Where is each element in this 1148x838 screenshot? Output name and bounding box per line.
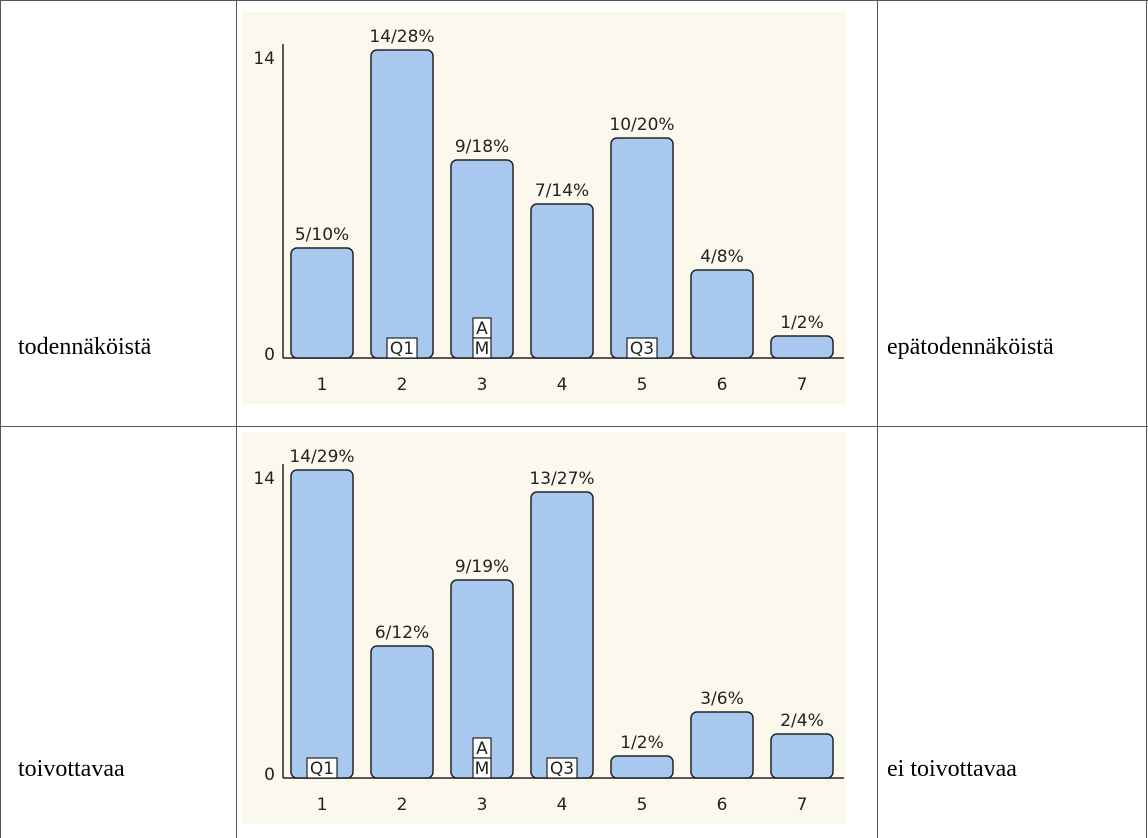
table-border-top [0, 0, 1148, 1]
data-label: 9/19% [455, 557, 509, 577]
bar [610, 137, 674, 359]
row2-chart-svg: 0 14 14/29% 1 6/12% 2 9/19% 3 13/27% 4 1/2% 5 3/6% 6 2… [253, 447, 844, 815]
data-label: 7/14% [535, 181, 589, 201]
stat-marker-box [626, 337, 658, 359]
row2-chart: 0 14 14/29% 1 6/12% 2 9/19% 3 13/27% 4 1/2% 5 3/6% 6 2… [242, 432, 846, 824]
data-label: 1/2% [620, 733, 664, 753]
x-tick-label: 7 [797, 375, 808, 395]
bar [290, 469, 354, 779]
bar [770, 733, 834, 779]
row2-left-label: toivottavaa [18, 756, 125, 782]
stat-marker-box [386, 337, 418, 359]
row1-chart: 0 14 5/10% 1 14/28% 2 9/18% 3 7/14% 4 10/20% 5 4/8% 6… [242, 12, 846, 404]
x-tick-label: 5 [637, 795, 648, 815]
row1-right-label: epätodennäköistä [887, 334, 1054, 360]
data-label: 1/2% [780, 313, 824, 333]
x-tick-label: 2 [397, 375, 408, 395]
data-label: 14/28% [369, 27, 434, 47]
data-label: 10/20% [609, 115, 674, 135]
data-label: 9/18% [455, 137, 509, 157]
stat-marker-label: Q3 [550, 759, 574, 779]
table-border-middle [0, 426, 1148, 427]
stat-marker-label: Q3 [630, 339, 654, 359]
data-label: 13/27% [529, 469, 594, 489]
table-border-col2 [877, 0, 878, 838]
stat-marker-box [546, 757, 578, 779]
row2-right-label: ei toivottavaa [887, 756, 1017, 782]
y-tick-label: 0 [264, 765, 275, 785]
stat-marker-box [472, 757, 492, 779]
table-border-right [1146, 0, 1147, 838]
y-tick-label: 14 [253, 469, 275, 489]
x-tick-label: 4 [557, 375, 568, 395]
bar [370, 645, 434, 779]
x-tick-label: 5 [637, 375, 648, 395]
x-tick-label: 7 [797, 795, 808, 815]
bar [530, 491, 594, 779]
stat-marker-box [472, 337, 492, 359]
bar [690, 269, 754, 359]
y-tick-label: 0 [264, 345, 275, 365]
x-tick-label: 3 [477, 795, 488, 815]
bar [770, 335, 834, 359]
data-label: 2/4% [780, 711, 824, 731]
bar [290, 247, 354, 359]
data-label: 5/10% [295, 225, 349, 245]
bar [530, 203, 594, 359]
stat-marker-label: M [475, 339, 490, 359]
data-label: 4/8% [700, 247, 744, 267]
x-tick-label: 6 [717, 375, 728, 395]
bar [690, 711, 754, 779]
data-label: 3/6% [700, 689, 744, 709]
stat-marker-label: M [475, 759, 490, 779]
x-tick-label: 1 [317, 375, 328, 395]
y-tick-label: 14 [253, 49, 275, 69]
table-border-left [0, 0, 1, 838]
stat-marker-box [306, 757, 338, 779]
x-tick-label: 3 [477, 375, 488, 395]
stat-marker-label: A [476, 739, 488, 759]
data-label: 6/12% [375, 623, 429, 643]
table-border-col1 [236, 0, 237, 838]
x-tick-label: 4 [557, 795, 568, 815]
x-tick-label: 6 [717, 795, 728, 815]
bar [610, 755, 674, 779]
x-tick-label: 1 [317, 795, 328, 815]
row1-chart-svg: 0 14 5/10% 1 14/28% 2 9/18% 3 7/14% 4 10/20% 5 4/8% 6… [253, 27, 844, 395]
stat-marker-label: Q1 [390, 339, 414, 359]
stat-marker-label: A [476, 319, 488, 339]
stat-marker-label: Q1 [310, 759, 334, 779]
row1-left-label: todennäköistä [18, 334, 152, 360]
data-label: 14/29% [289, 447, 354, 467]
x-tick-label: 2 [397, 795, 408, 815]
bar [370, 49, 434, 359]
